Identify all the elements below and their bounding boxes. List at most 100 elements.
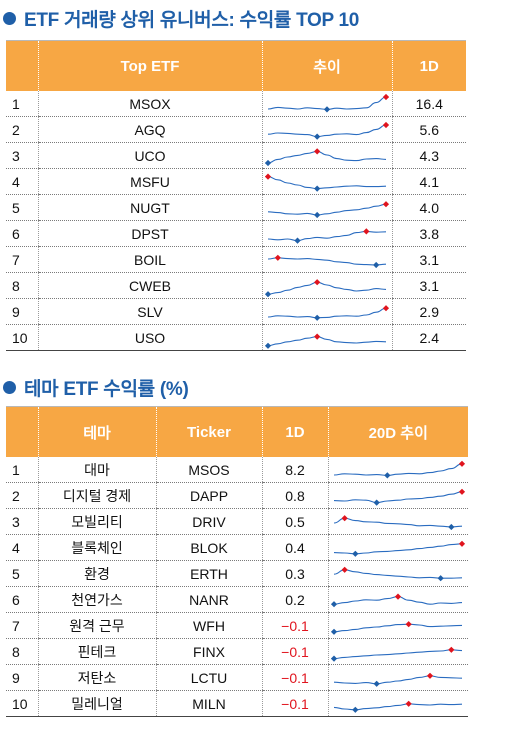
return-1d-cell: 2.9 bbox=[391, 298, 466, 325]
ticker-cell: USO bbox=[37, 324, 262, 351]
ticker-cell: DAPP bbox=[155, 482, 262, 509]
sparkline-high-marker bbox=[448, 646, 455, 653]
theme-cell: 블록체인 bbox=[37, 534, 156, 561]
theme-cell: 환경 bbox=[37, 560, 156, 587]
rank-cell: 3 bbox=[6, 508, 38, 535]
sparkline-high-marker bbox=[459, 460, 466, 467]
theme-cell: 모빌리티 bbox=[37, 508, 156, 535]
bullet-icon bbox=[3, 11, 16, 25]
table-row: 2 AGQ 5.6 bbox=[6, 116, 466, 143]
table-row: 5 NUGT 4.0 bbox=[6, 194, 466, 221]
sparkline-low-marker bbox=[373, 680, 381, 687]
table-row: 8 CWEB 3.1 bbox=[6, 272, 466, 299]
trend-cell bbox=[261, 142, 392, 169]
theme-etf-table: 테마 Ticker 1D 20D 추이 1 대마 MSOS 8.2 2 디지털 경제 DAP… bbox=[6, 406, 468, 717]
trend-cell bbox=[327, 612, 468, 639]
sparkline-high-marker bbox=[341, 566, 349, 573]
ticker-cell: MSOS bbox=[155, 457, 262, 483]
rank-cell: 4 bbox=[6, 168, 38, 195]
col-trend-header: 추이 bbox=[261, 40, 393, 91]
theme-cell: 핀테크 bbox=[37, 638, 156, 665]
return-1d-cell: −0.1 bbox=[261, 690, 328, 717]
rank-cell: 6 bbox=[6, 586, 38, 613]
sparkline-low-marker bbox=[384, 471, 391, 479]
top-title-text: ETF 거래량 상위 유니버스: 수익률 TOP 10 bbox=[24, 9, 360, 31]
return-1d-cell: 4.1 bbox=[391, 168, 466, 195]
table-row: 9 저탄소 LCTU −0.1 bbox=[6, 664, 468, 691]
sparkline-high-marker bbox=[265, 172, 272, 180]
rank-cell: 8 bbox=[6, 272, 38, 299]
sparkline-high-marker bbox=[405, 700, 413, 707]
sparkline-low-marker bbox=[352, 706, 359, 713]
ticker-cell: WFH bbox=[155, 612, 262, 639]
sparkline-path bbox=[267, 307, 387, 318]
col-ticker-header: Ticker bbox=[155, 406, 263, 457]
return-1d-cell: 0.2 bbox=[261, 586, 328, 613]
sparkline-chart bbox=[265, 278, 387, 297]
theme-cell: 저탄소 bbox=[37, 664, 156, 691]
sparkline-path bbox=[267, 281, 387, 295]
trend-cell bbox=[261, 194, 392, 221]
trend-cell bbox=[261, 298, 392, 325]
rank-cell: 2 bbox=[6, 482, 38, 509]
ticker-cell: UCO bbox=[37, 142, 262, 169]
sparkline-chart bbox=[267, 200, 389, 218]
table-row: 10 USO 2.4 bbox=[6, 324, 466, 351]
sparkline-high-marker bbox=[274, 254, 281, 261]
rank-cell: 7 bbox=[6, 612, 38, 639]
theme-title-text: 테마 ETF 수익률 (%) bbox=[24, 378, 189, 400]
sparkline-low-marker bbox=[314, 184, 321, 192]
sparkline-chart bbox=[265, 172, 387, 192]
trend-cell bbox=[327, 638, 468, 665]
trend-cell bbox=[261, 324, 392, 351]
return-1d-cell: 0.4 bbox=[261, 534, 328, 561]
ticker-cell: NUGT bbox=[37, 194, 262, 221]
sparkline-chart bbox=[267, 254, 387, 268]
col-rank-header bbox=[6, 40, 39, 91]
trend-cell bbox=[327, 586, 468, 613]
table-row: 10 밀레니얼 MILN −0.1 bbox=[6, 690, 468, 717]
rank-cell: 10 bbox=[6, 324, 38, 351]
sparkline-low-marker bbox=[265, 342, 272, 349]
sparkline-path bbox=[334, 674, 463, 684]
theme-section-title: 테마 ETF 수익률 (%) bbox=[0, 373, 189, 401]
sparkline-low-marker bbox=[373, 498, 381, 506]
rank-cell: 1 bbox=[6, 457, 38, 483]
return-1d-cell: 0.5 bbox=[261, 508, 328, 535]
sparkline-high-marker bbox=[459, 540, 466, 547]
sparkline-path bbox=[267, 175, 387, 189]
sparkline-chart bbox=[334, 700, 463, 713]
return-1d-cell: 3.1 bbox=[391, 272, 466, 299]
sparkline-chart bbox=[265, 332, 387, 349]
return-1d-cell: 4.0 bbox=[391, 194, 466, 221]
sparkline-high-marker bbox=[382, 304, 389, 311]
bullet-icon bbox=[3, 380, 16, 394]
sparkline-path bbox=[267, 256, 387, 266]
return-1d-cell: 3.8 bbox=[391, 220, 466, 247]
sparkline-low-marker bbox=[323, 105, 331, 113]
sparkline-high-marker bbox=[363, 227, 370, 235]
sparkline-low-marker bbox=[314, 132, 321, 140]
sparkline-chart bbox=[267, 93, 389, 113]
return-1d-cell: 16.4 bbox=[391, 91, 466, 117]
rank-cell: 1 bbox=[6, 91, 38, 117]
col-rank-header bbox=[6, 406, 39, 457]
ticker-cell: CWEB bbox=[37, 272, 262, 299]
sparkline-path bbox=[334, 517, 463, 528]
table-row: 3 모빌리티 DRIV 0.5 bbox=[6, 508, 468, 535]
ticker-cell: ERTH bbox=[155, 560, 262, 587]
rank-cell: 8 bbox=[6, 638, 38, 665]
ticker-cell: BLOK bbox=[155, 534, 262, 561]
sparkline-high-marker bbox=[382, 200, 389, 207]
table-row: 4 블록체인 BLOK 0.4 bbox=[6, 534, 468, 561]
ticker-cell: MSFU bbox=[37, 168, 262, 195]
sparkline-chart bbox=[334, 672, 463, 687]
trend-cell bbox=[261, 246, 392, 273]
sparkline-chart bbox=[334, 488, 466, 506]
sparkline-path bbox=[334, 623, 463, 632]
table-row: 1 MSOX 16.4 bbox=[6, 91, 466, 117]
return-1d-cell: 0.8 bbox=[261, 482, 328, 509]
sparkline-low-marker bbox=[373, 261, 380, 268]
sparkline-low-marker bbox=[294, 236, 301, 244]
theme-cell: 대마 bbox=[37, 457, 156, 483]
